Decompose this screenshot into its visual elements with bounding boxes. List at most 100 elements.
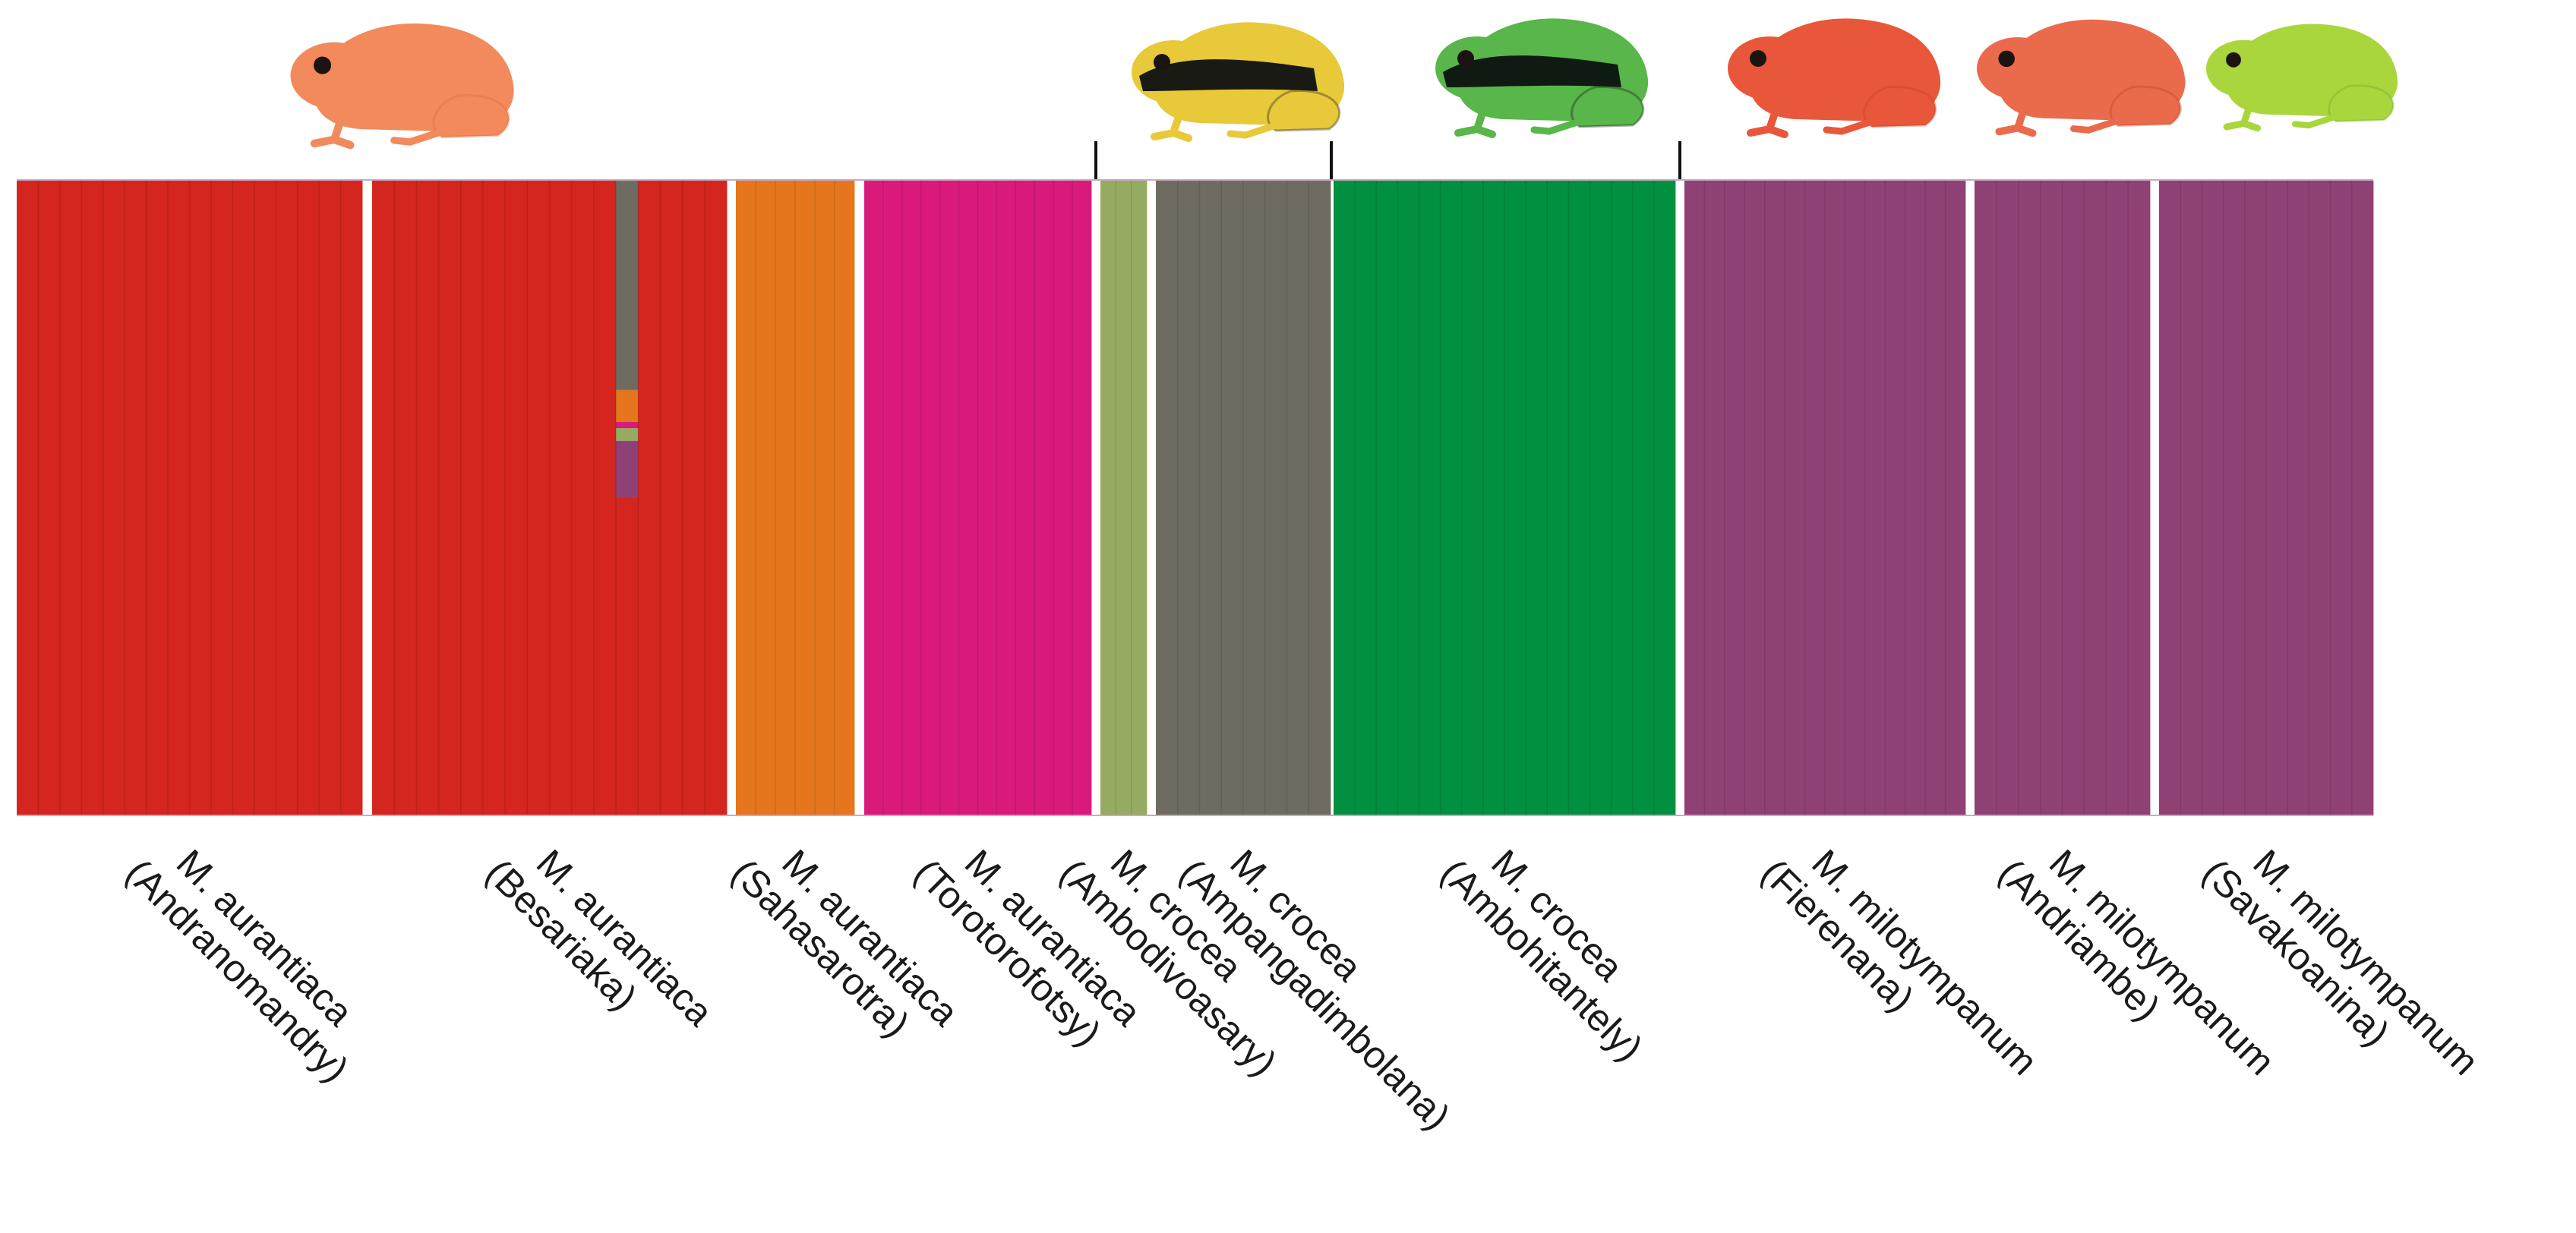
individual-bar <box>2330 181 2353 815</box>
individual-bar <box>660 181 683 815</box>
individual-bar <box>1744 181 1766 815</box>
species-divider-ticks <box>1094 141 1681 181</box>
individual-bar <box>1975 181 1997 815</box>
population-group <box>1100 181 1148 815</box>
individual-bar <box>276 181 298 815</box>
individual-bar <box>1309 181 1331 815</box>
individual-bar <box>756 181 776 815</box>
frog-foot <box>1226 121 1280 139</box>
frog-hind-leg <box>2109 85 2182 128</box>
individual-bar <box>835 181 855 815</box>
individual-bar <box>1419 181 1441 815</box>
population-group <box>1156 181 1331 815</box>
frog-hind-leg <box>1267 90 1341 132</box>
individual-bar <box>1845 181 1866 815</box>
individual-bar <box>1632 181 1655 815</box>
individual-bar <box>958 181 978 815</box>
frog-head <box>2206 39 2281 98</box>
individual-bar <box>210 181 233 815</box>
admixed-bar-segment <box>616 440 639 498</box>
individual-bar <box>81 181 104 815</box>
individual-bar <box>1684 181 1705 815</box>
individual-bar <box>1996 181 2019 815</box>
frog-flank <box>1443 55 1621 87</box>
individual-bar <box>1286 181 1309 815</box>
individual-bar <box>977 181 997 815</box>
individual-bar <box>1526 181 1548 815</box>
frog-hind-leg <box>1863 86 1937 128</box>
individual-bar <box>1589 181 1612 815</box>
individual-bar <box>1221 181 1244 815</box>
individual-bar <box>1199 181 1222 815</box>
individual-bar <box>1864 181 1886 815</box>
individual-bar <box>1825 181 1845 815</box>
individual-bar <box>1355 181 1377 815</box>
individual-bar <box>1334 181 1356 815</box>
individual-bar <box>795 181 816 815</box>
individual-bar <box>1072 181 1092 815</box>
population-group <box>736 181 855 815</box>
admixed-bar-segment <box>616 421 639 429</box>
individual-bar <box>2266 181 2288 815</box>
individual-bar <box>232 181 255 815</box>
frog-front-leg <box>2223 89 2261 132</box>
individual-bar <box>2106 181 2129 815</box>
population-label: M. aurantiaca(Besariaka) <box>478 821 721 1064</box>
population-group <box>372 181 728 815</box>
individual-bar <box>1653 181 1676 815</box>
population-label: M. aurantiaca(Andranomandry) <box>118 821 387 1090</box>
green-black-frog-icon <box>1435 18 1649 138</box>
orange-frog-icon <box>290 23 514 150</box>
frog-eye <box>1998 50 2015 68</box>
individual-bar <box>864 181 884 815</box>
admixed-bar-segment <box>616 498 639 815</box>
individual-bar <box>1504 181 1526 815</box>
population-label: M. crocea(Ambohitantely) <box>1433 821 1681 1069</box>
individual-bar <box>460 181 484 815</box>
frog-front-leg <box>310 99 355 150</box>
population-group <box>1684 181 1966 815</box>
individual-bar <box>2351 181 2374 815</box>
individual-bar <box>416 181 439 815</box>
population-group <box>1975 181 2151 815</box>
lime-frog-icon <box>2206 24 2398 132</box>
frog-eye <box>313 56 332 74</box>
ancestry-bars <box>17 179 2374 816</box>
population-group <box>864 181 1092 815</box>
individual-bar <box>17 181 39 815</box>
individual-bar <box>682 181 706 815</box>
population-label: M. milotympanum(Savakoanina) <box>2195 821 2487 1113</box>
yellow-black-frog-icon <box>1132 22 1345 142</box>
individual-bar <box>297 181 320 815</box>
individual-bar <box>638 181 661 815</box>
frog-head <box>1977 36 2059 100</box>
frog-front-leg <box>1995 90 2037 137</box>
frog-hind-leg <box>2328 84 2394 123</box>
individual-bar <box>1568 181 1590 815</box>
individual-bar <box>775 181 796 815</box>
population-label: M. milotympanum(Fierenana) <box>1754 821 2046 1113</box>
individual-bar <box>1440 181 1463 815</box>
individual-bar <box>593 181 617 815</box>
individual-bar <box>168 181 190 815</box>
individual-bar <box>1925 181 1946 815</box>
individual-bar <box>1945 181 1966 815</box>
admixed-bar-segment <box>616 389 639 422</box>
individual-bar <box>189 181 212 815</box>
individual-bar <box>1724 181 1745 815</box>
frog-eye <box>1154 54 1170 71</box>
individual-bar <box>1131 181 1148 815</box>
individual-bar <box>505 181 528 815</box>
frog-front-leg <box>1747 91 1788 138</box>
individual-bar <box>1243 181 1266 815</box>
frog-eye <box>2226 52 2241 68</box>
individual-bar <box>1461 181 1484 815</box>
individual-bar <box>2084 181 2107 815</box>
individual-bar <box>2159 181 2181 815</box>
frog-front-leg <box>1151 95 1192 142</box>
individual-bar <box>2244 181 2267 815</box>
individual-bar <box>394 181 417 815</box>
frog-images <box>290 18 2398 150</box>
individual-bar <box>438 181 462 815</box>
individual-bar <box>103 181 125 815</box>
